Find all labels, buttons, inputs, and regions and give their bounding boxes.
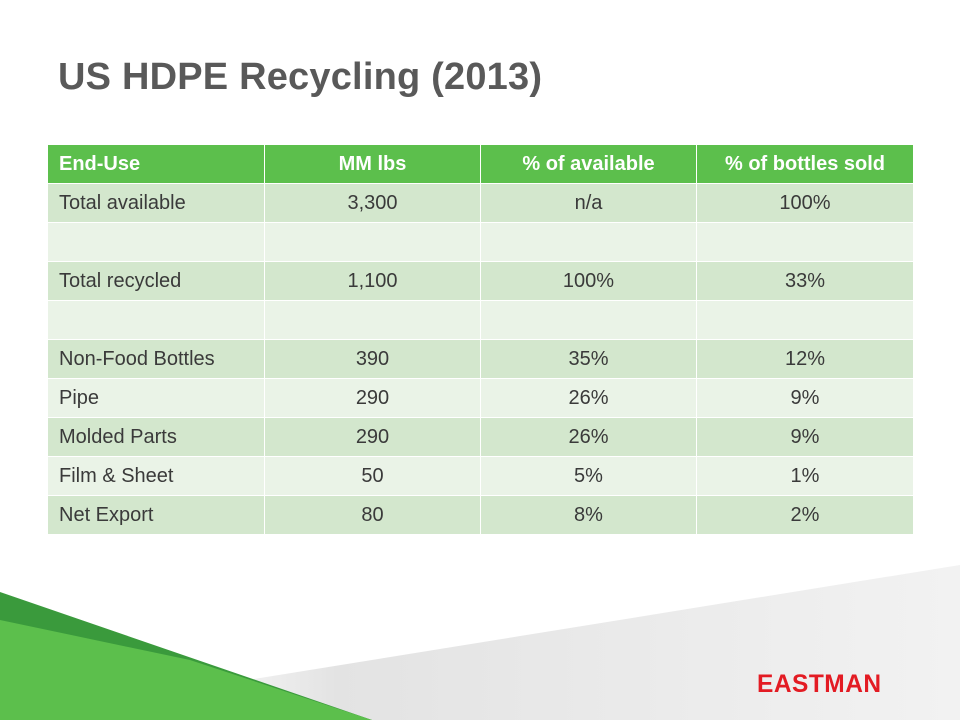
table-cell <box>480 300 697 340</box>
table-cell: 80 <box>264 495 481 535</box>
table-cell: 100% <box>480 261 697 301</box>
table-cell <box>47 300 265 340</box>
table-cell: 26% <box>480 417 697 457</box>
table-cell: 100% <box>696 183 914 223</box>
table-cell: 33% <box>696 261 914 301</box>
table-cell: 1% <box>696 456 914 496</box>
table-row: Non-Food Bottles 390 35% 12% <box>47 339 914 379</box>
table-row: Film & Sheet 50 5% 1% <box>47 456 914 496</box>
table-cell: Net Export <box>47 495 265 535</box>
page-title: US HDPE Recycling (2013) <box>58 56 543 98</box>
header-mm-lbs: MM lbs <box>264 144 481 184</box>
table-row: Net Export 80 8% 2% <box>47 495 914 535</box>
table-cell: 8% <box>480 495 697 535</box>
table-row: Total recycled 1,100 100% 33% <box>47 261 914 301</box>
table-cell: Film & Sheet <box>47 456 265 496</box>
table-cell: 9% <box>696 417 914 457</box>
table-cell: Total available <box>47 183 265 223</box>
table-cell <box>696 300 914 340</box>
table-cell: 2% <box>696 495 914 535</box>
table-cell: 390 <box>264 339 481 379</box>
eastman-logo: EASTMAN <box>757 670 882 698</box>
table-header-row: End-Use MM lbs % of available % of bottl… <box>47 144 914 184</box>
table-cell: Molded Parts <box>47 417 265 457</box>
table-cell: 290 <box>264 417 481 457</box>
table-cell <box>47 222 265 262</box>
header-pct-available: % of available <box>480 144 697 184</box>
table-cell: 290 <box>264 378 481 418</box>
table-cell: 26% <box>480 378 697 418</box>
table-row: Total available 3,300 n/a 100% <box>47 183 914 223</box>
table-cell <box>696 222 914 262</box>
table-cell: Total recycled <box>47 261 265 301</box>
table-cell: n/a <box>480 183 697 223</box>
table-row: Pipe 290 26% 9% <box>47 378 914 418</box>
header-pct-bottles-sold: % of bottles sold <box>696 144 914 184</box>
recycling-table: End-Use MM lbs % of available % of bottl… <box>47 144 914 535</box>
table-row <box>47 300 914 340</box>
table-row: Molded Parts 290 26% 9% <box>47 417 914 457</box>
table-cell <box>264 300 481 340</box>
table-cell: Non-Food Bottles <box>47 339 265 379</box>
table-cell: 35% <box>480 339 697 379</box>
table-cell: 9% <box>696 378 914 418</box>
table-cell: 12% <box>696 339 914 379</box>
green-wedge-light <box>0 620 372 720</box>
table-cell: Pipe <box>47 378 265 418</box>
table-cell: 5% <box>480 456 697 496</box>
table-cell <box>480 222 697 262</box>
table-cell: 50 <box>264 456 481 496</box>
table-cell: 3,300 <box>264 183 481 223</box>
header-end-use: End-Use <box>47 144 265 184</box>
table-cell <box>264 222 481 262</box>
table-row <box>47 222 914 262</box>
table-cell: 1,100 <box>264 261 481 301</box>
